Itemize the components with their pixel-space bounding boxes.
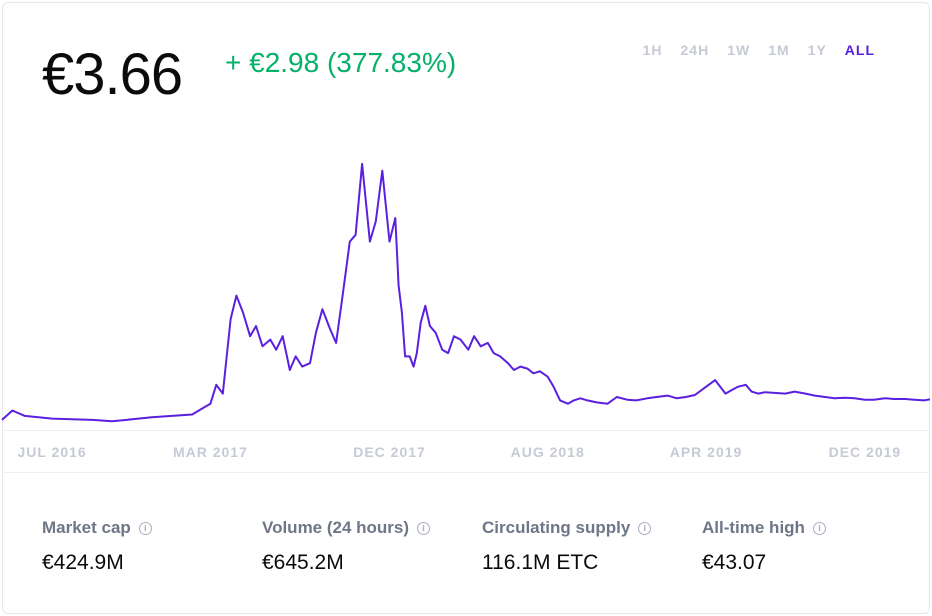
stat-value: 116.1M ETC	[482, 551, 599, 574]
info-icon[interactable]: i	[812, 521, 826, 535]
x-tick-label: DEC 2017	[353, 444, 426, 460]
stat-volume: Volume (24 hours) i €645.2M	[262, 518, 431, 575]
range-1m[interactable]: 1M	[768, 42, 790, 58]
info-icon[interactable]: i	[417, 521, 431, 535]
stat-market-cap: Market cap i €424.9M	[42, 518, 152, 575]
price-change: + €2.98 (377.83%)	[225, 47, 457, 78]
x-tick-label: MAR 2017	[173, 444, 248, 460]
x-tick-label: DEC 2019	[829, 444, 902, 460]
stat-value: €424.9M	[42, 551, 124, 574]
current-price: €3.66	[42, 42, 183, 107]
range-1w[interactable]: 1W	[727, 42, 751, 58]
x-tick-label: AUG 2018	[511, 444, 585, 460]
stat-label: Volume (24 hours)	[262, 518, 410, 537]
stat-all-time-high: All-time high i €43.07	[702, 518, 826, 575]
info-icon[interactable]: i	[138, 521, 152, 535]
price-series-line	[1, 162, 931, 423]
x-tick-label: APR 2019	[670, 444, 743, 460]
stat-label: Circulating supply	[482, 518, 631, 537]
stats-divider	[2, 472, 930, 473]
x-tick-label: JUL 2016	[17, 444, 86, 460]
info-icon[interactable]: i	[638, 521, 652, 535]
range-1h[interactable]: 1H	[642, 42, 663, 58]
range-all[interactable]: ALL	[844, 42, 875, 58]
stat-value: €645.2M	[262, 551, 344, 574]
stat-label: Market cap	[42, 518, 131, 537]
stat-label: All-time high	[702, 518, 805, 537]
range-1y[interactable]: 1Y	[807, 42, 827, 58]
range-selector: 1H 24H 1W 1M 1Y ALL	[634, 42, 884, 58]
range-24h[interactable]: 24H	[680, 42, 710, 58]
price-chart[interactable]: JUL 2016 MAR 2017 DEC 2017 AUG 2018 APR 2019…	[0, 0, 932, 470]
stat-circulating-supply: Circulating supply i 116.1M ETC	[482, 518, 652, 575]
stat-value: €43.07	[702, 551, 767, 574]
chart-divider	[2, 430, 930, 431]
